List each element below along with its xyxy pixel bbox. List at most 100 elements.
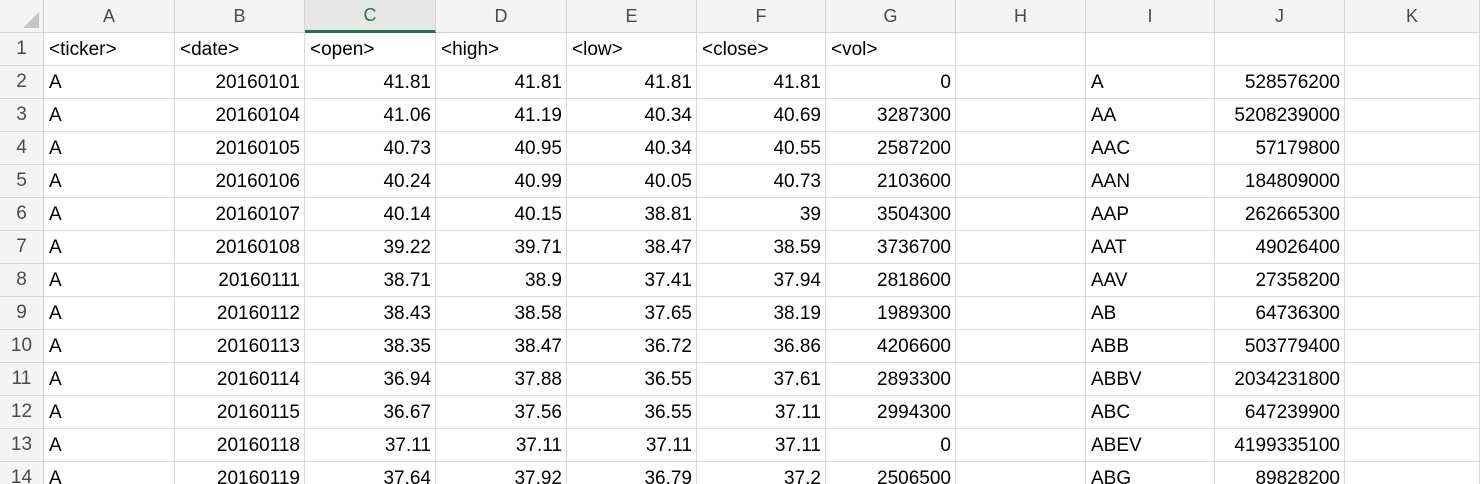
cell-J2[interactable]: 528576200 xyxy=(1215,66,1345,99)
cell-H5[interactable] xyxy=(956,165,1086,198)
row-header-9[interactable]: 9 xyxy=(0,297,44,330)
cell-G8[interactable]: 2818600 xyxy=(826,264,956,297)
cell-D5[interactable]: 40.99 xyxy=(436,165,567,198)
cell-B13[interactable]: 20160118 xyxy=(175,429,305,462)
cell-K8[interactable] xyxy=(1345,264,1480,297)
cell-A6[interactable]: A xyxy=(44,198,175,231)
cell-F14[interactable]: 37.2 xyxy=(697,462,826,484)
cell-G9[interactable]: 1989300 xyxy=(826,297,956,330)
cell-I8[interactable]: AAV xyxy=(1086,264,1215,297)
cell-I1[interactable] xyxy=(1086,33,1215,66)
cell-A14[interactable]: A xyxy=(44,462,175,484)
cell-C14[interactable]: 37.64 xyxy=(305,462,436,484)
cell-G11[interactable]: 2893300 xyxy=(826,363,956,396)
cell-C2[interactable]: 41.81 xyxy=(305,66,436,99)
cell-F5[interactable]: 40.73 xyxy=(697,165,826,198)
cell-I5[interactable]: AAN xyxy=(1086,165,1215,198)
cell-C7[interactable]: 39.22 xyxy=(305,231,436,264)
cell-A2[interactable]: A xyxy=(44,66,175,99)
cell-D12[interactable]: 37.56 xyxy=(436,396,567,429)
cell-I6[interactable]: AAP xyxy=(1086,198,1215,231)
cell-B12[interactable]: 20160115 xyxy=(175,396,305,429)
cell-E3[interactable]: 40.34 xyxy=(567,99,697,132)
cell-G6[interactable]: 3504300 xyxy=(826,198,956,231)
cell-B11[interactable]: 20160114 xyxy=(175,363,305,396)
row-header-12[interactable]: 12 xyxy=(0,396,44,429)
cell-D2[interactable]: 41.81 xyxy=(436,66,567,99)
cell-C9[interactable]: 38.43 xyxy=(305,297,436,330)
cell-C10[interactable]: 38.35 xyxy=(305,330,436,363)
cell-F10[interactable]: 36.86 xyxy=(697,330,826,363)
row-header-6[interactable]: 6 xyxy=(0,198,44,231)
cell-A1[interactable]: <ticker> xyxy=(44,33,175,66)
cell-G12[interactable]: 2994300 xyxy=(826,396,956,429)
cell-A3[interactable]: A xyxy=(44,99,175,132)
cell-F4[interactable]: 40.55 xyxy=(697,132,826,165)
cell-A11[interactable]: A xyxy=(44,363,175,396)
cell-H11[interactable] xyxy=(956,363,1086,396)
column-header-G[interactable]: G xyxy=(826,0,956,33)
cell-G2[interactable]: 0 xyxy=(826,66,956,99)
cell-B6[interactable]: 20160107 xyxy=(175,198,305,231)
cell-B3[interactable]: 20160104 xyxy=(175,99,305,132)
cell-F13[interactable]: 37.11 xyxy=(697,429,826,462)
cell-C3[interactable]: 41.06 xyxy=(305,99,436,132)
column-header-H[interactable]: H xyxy=(956,0,1086,33)
cell-D13[interactable]: 37.11 xyxy=(436,429,567,462)
cell-A9[interactable]: A xyxy=(44,297,175,330)
cell-H2[interactable] xyxy=(956,66,1086,99)
row-header-8[interactable]: 8 xyxy=(0,264,44,297)
cell-I3[interactable]: AA xyxy=(1086,99,1215,132)
cell-H12[interactable] xyxy=(956,396,1086,429)
cell-K4[interactable] xyxy=(1345,132,1480,165)
cell-J8[interactable]: 27358200 xyxy=(1215,264,1345,297)
cell-D9[interactable]: 38.58 xyxy=(436,297,567,330)
cell-C12[interactable]: 36.67 xyxy=(305,396,436,429)
cell-K2[interactable] xyxy=(1345,66,1480,99)
row-header-7[interactable]: 7 xyxy=(0,231,44,264)
cell-H9[interactable] xyxy=(956,297,1086,330)
cell-D11[interactable]: 37.88 xyxy=(436,363,567,396)
cell-B5[interactable]: 20160106 xyxy=(175,165,305,198)
column-header-E[interactable]: E xyxy=(567,0,697,33)
row-header-14[interactable]: 14 xyxy=(0,462,44,484)
row-header-11[interactable]: 11 xyxy=(0,363,44,396)
cell-K13[interactable] xyxy=(1345,429,1480,462)
cell-D4[interactable]: 40.95 xyxy=(436,132,567,165)
cell-E7[interactable]: 38.47 xyxy=(567,231,697,264)
cell-F8[interactable]: 37.94 xyxy=(697,264,826,297)
cell-J11[interactable]: 2034231800 xyxy=(1215,363,1345,396)
cell-B9[interactable]: 20160112 xyxy=(175,297,305,330)
cell-H6[interactable] xyxy=(956,198,1086,231)
cell-E1[interactable]: <low> xyxy=(567,33,697,66)
cell-E10[interactable]: 36.72 xyxy=(567,330,697,363)
cell-K10[interactable] xyxy=(1345,330,1480,363)
cell-E14[interactable]: 36.79 xyxy=(567,462,697,484)
cell-E11[interactable]: 36.55 xyxy=(567,363,697,396)
cell-D1[interactable]: <high> xyxy=(436,33,567,66)
cell-J9[interactable]: 64736300 xyxy=(1215,297,1345,330)
cell-C11[interactable]: 36.94 xyxy=(305,363,436,396)
cell-J10[interactable]: 503779400 xyxy=(1215,330,1345,363)
cell-K6[interactable] xyxy=(1345,198,1480,231)
cell-H1[interactable] xyxy=(956,33,1086,66)
cell-J6[interactable]: 262665300 xyxy=(1215,198,1345,231)
cell-K12[interactable] xyxy=(1345,396,1480,429)
cell-I4[interactable]: AAC xyxy=(1086,132,1215,165)
row-header-3[interactable]: 3 xyxy=(0,99,44,132)
cell-E5[interactable]: 40.05 xyxy=(567,165,697,198)
cell-A12[interactable]: A xyxy=(44,396,175,429)
cell-I13[interactable]: ABEV xyxy=(1086,429,1215,462)
cell-D7[interactable]: 39.71 xyxy=(436,231,567,264)
row-header-13[interactable]: 13 xyxy=(0,429,44,462)
cell-I2[interactable]: A xyxy=(1086,66,1215,99)
cell-K11[interactable] xyxy=(1345,363,1480,396)
cell-D8[interactable]: 38.9 xyxy=(436,264,567,297)
column-header-A[interactable]: A xyxy=(44,0,175,33)
column-header-J[interactable]: J xyxy=(1215,0,1345,33)
cell-I7[interactable]: AAT xyxy=(1086,231,1215,264)
cell-D6[interactable]: 40.15 xyxy=(436,198,567,231)
cell-F6[interactable]: 39 xyxy=(697,198,826,231)
column-header-D[interactable]: D xyxy=(436,0,567,33)
